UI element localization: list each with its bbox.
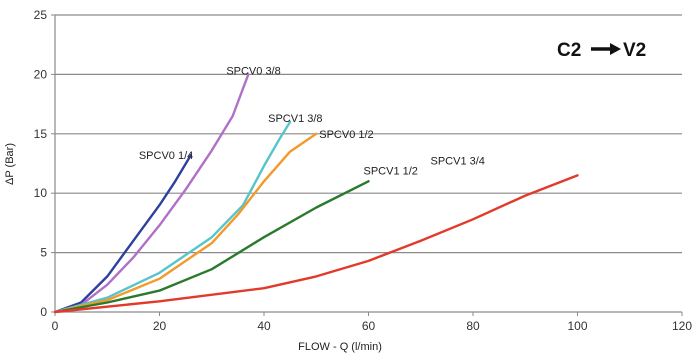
direction-annotation: C2 V2: [557, 40, 646, 61]
arrow-right-icon: [591, 43, 621, 55]
series-label-spcv0-3-8: SPCV0 3/8: [226, 65, 280, 77]
series-label-spcv0-1-4: SPCV0 1/4: [139, 150, 193, 162]
axes: [54, 15, 682, 313]
series-label-spcv1-3-4: SPCV1 3/4: [431, 155, 485, 167]
y-tick-label: 0: [40, 305, 47, 319]
y-tick-label: 15: [34, 127, 48, 141]
x-tick-label: 60: [362, 319, 376, 333]
series-label-spcv1-3-8: SPCV1 3/8: [268, 113, 322, 125]
y-tick-label: 25: [34, 8, 48, 22]
series-line-spcv0-3-8: [53, 73, 250, 314]
series-label-spcv0-1-2: SPCV0 1/2: [319, 129, 373, 141]
x-axis-title: FLOW - Q (l/min): [298, 341, 382, 353]
y-axis-ticks: 0 5 10 15 20 25: [34, 8, 55, 319]
y-tick-label: 20: [34, 67, 48, 81]
annotation-to: V2: [623, 40, 646, 61]
y-tick-label: 5: [40, 246, 47, 260]
x-tick-label: 40: [257, 319, 271, 333]
series-label-spcv1-1-2: SPCV1 1/2: [364, 165, 418, 177]
series-lines: [53, 73, 579, 314]
x-axis-ticks: 0 20 40 60 80 100 120: [52, 312, 692, 333]
x-tick-label: 100: [567, 319, 587, 333]
series-line-spcv0-1-2: [53, 132, 318, 314]
series-line-spcv1-1-2: [53, 180, 370, 314]
annotation-from: C2: [557, 40, 581, 61]
y-tick-label: 10: [34, 186, 48, 200]
series-line-spcv1-3-4: [53, 174, 579, 314]
x-tick-label: 120: [672, 319, 692, 333]
gridlines: [55, 14, 682, 254]
x-tick-label: 0: [52, 319, 59, 333]
series-line-spcv0-1-4: [53, 153, 193, 314]
series-labels: SPCV0 1/4 SPCV0 3/8 SPCV1 3/8 SPCV0 1/2 SPCV…: [139, 65, 485, 177]
y-axis-title: ΔP (Bar): [4, 143, 16, 185]
x-tick-label: 80: [466, 319, 480, 333]
x-tick-label: 20: [153, 319, 167, 333]
series-line-spcv1-3-8: [53, 120, 292, 314]
